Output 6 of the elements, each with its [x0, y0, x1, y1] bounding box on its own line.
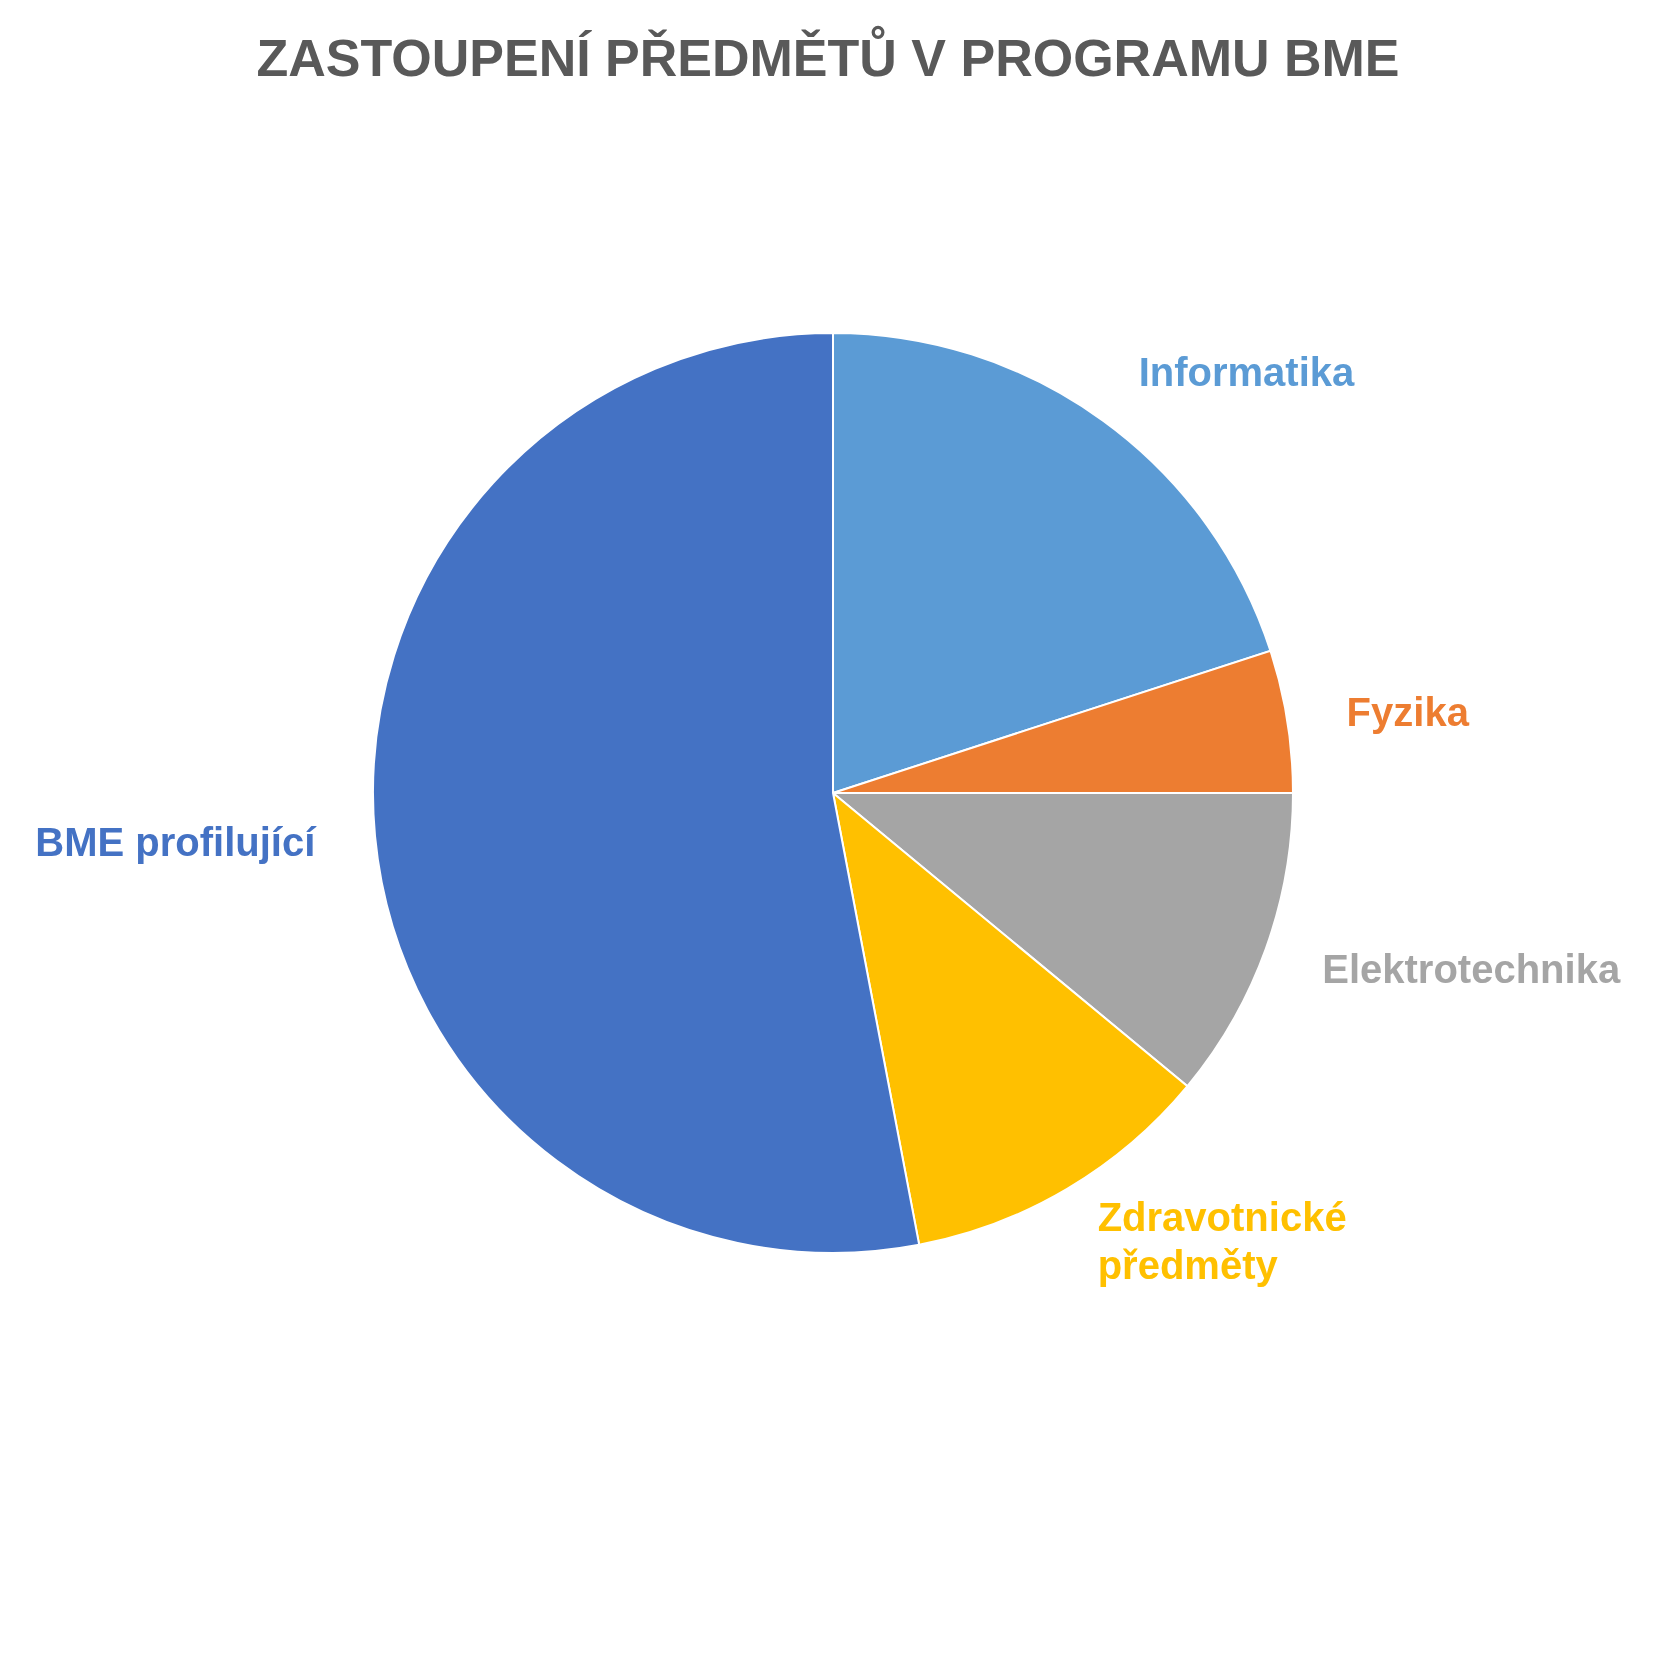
slice-label: BME profilující: [35, 819, 318, 864]
slice-label: Fyzika: [1346, 689, 1470, 734]
slice-label: Zdravotnické předměty: [1097, 1194, 1347, 1287]
slice-label: Elektrotechnika: [1322, 947, 1621, 992]
chart-title: ZASTOUPENÍ PŘEDMĚTŮ V PROGRAMU BME: [255, 24, 1401, 89]
slice-label: Informatika: [1138, 350, 1356, 395]
